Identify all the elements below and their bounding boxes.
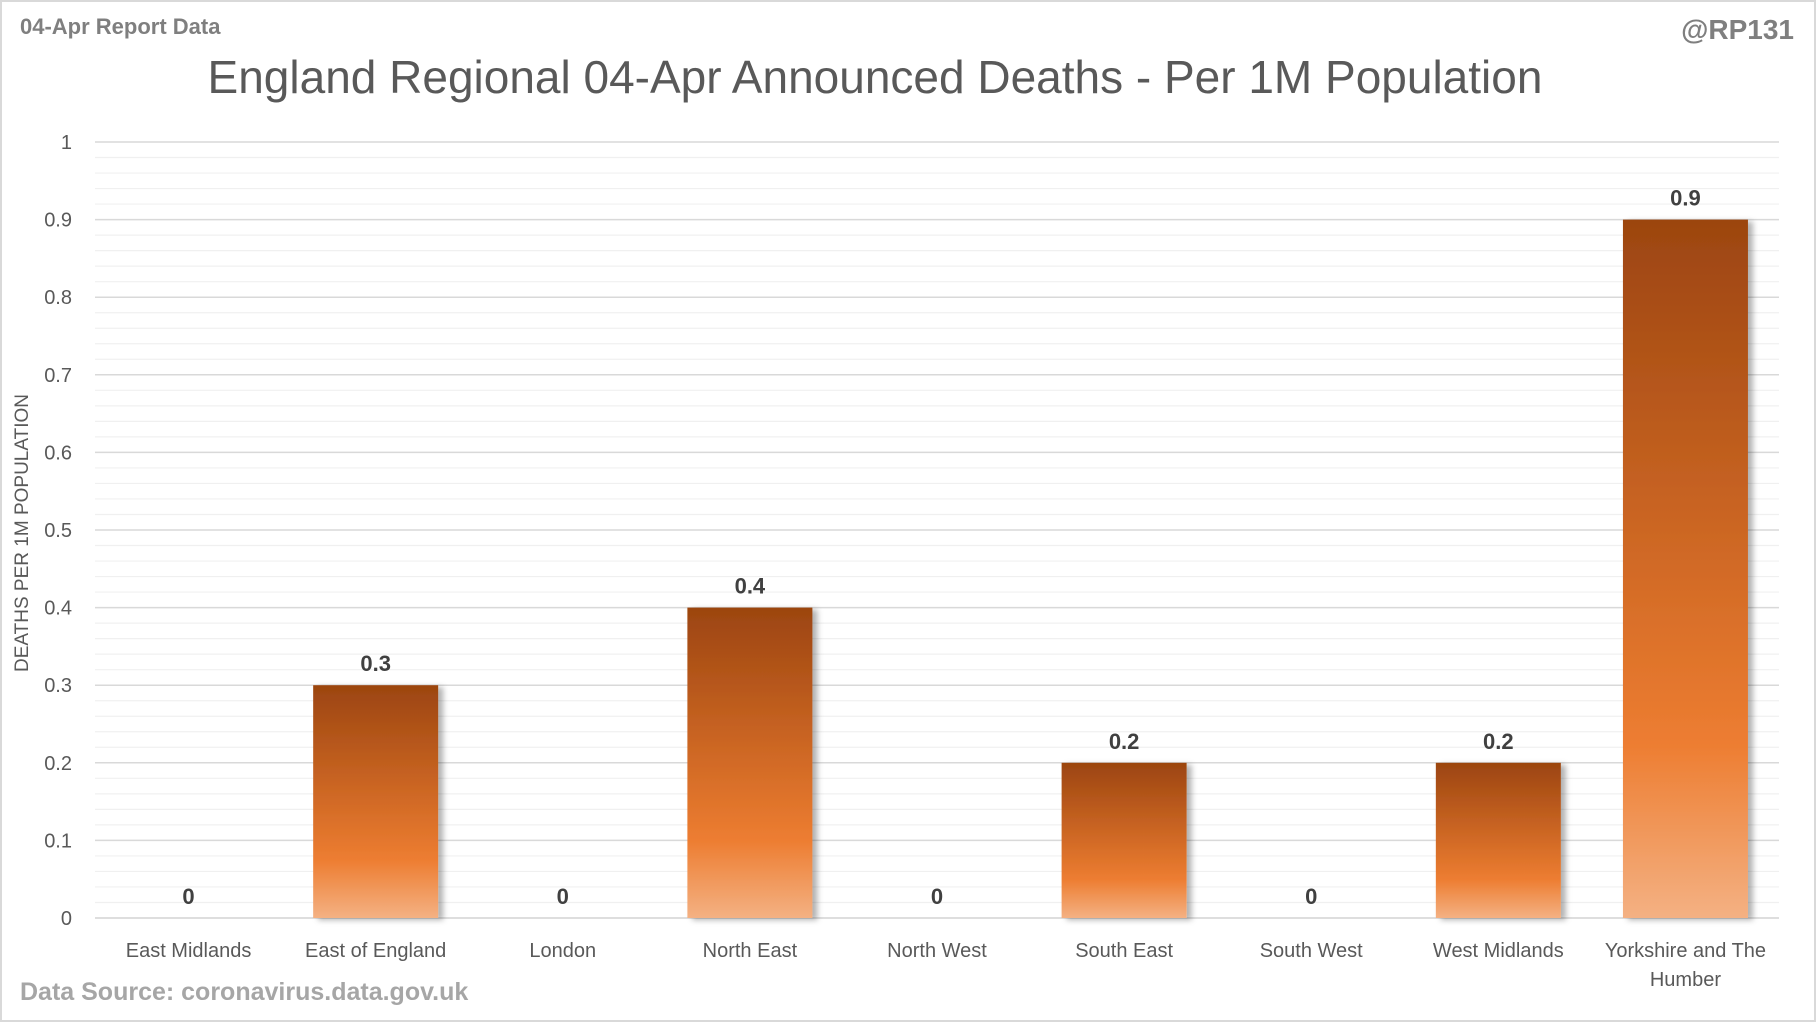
x-tick-label: South West [1260,940,1363,962]
bar [313,685,439,918]
y-tick-label: 0.4 [44,598,72,620]
x-tick-label: North East [703,940,798,962]
data-label: 0.3 [360,651,391,676]
data-label: 0 [1305,884,1317,909]
y-tick-label: 0.9 [44,210,72,232]
bar [687,607,813,918]
data-source: Data Source: coronavirus.data.gov.uk [20,978,469,1006]
x-tick-label: Yorkshire and The [1605,940,1766,962]
y-tick-label: 0.5 [44,520,72,542]
data-label: 0.2 [1109,729,1140,754]
y-tick-label: 0.3 [44,675,72,697]
data-label: 0.4 [735,574,766,599]
x-tick-label: Humber [1650,969,1721,991]
data-label: 0 [182,884,194,909]
data-label: 0 [557,884,569,909]
chart-title: England Regional 04-Apr Announced Deaths… [207,51,1543,103]
x-tick-label: West Midlands [1433,940,1564,962]
x-tick-label: East Midlands [126,940,252,962]
data-label: 0.9 [1670,186,1701,211]
x-tick-label: South East [1075,940,1173,962]
data-label: 0.2 [1483,729,1514,754]
report-label: 04-Apr Report Data [20,14,221,39]
y-axis-title: DEATHS PER 1M POPULATION [12,394,33,672]
x-tick-label: North West [887,940,987,962]
y-tick-label: 0 [61,908,72,930]
bar [1435,762,1561,918]
data-label: 0 [931,884,943,909]
bar [1061,762,1187,918]
y-tick-label: 0.2 [44,753,72,775]
y-tick-label: 1 [61,132,72,154]
y-tick-label: 0.6 [44,442,72,464]
x-tick-label: East of England [305,940,446,962]
y-tick-label: 0.1 [44,830,72,852]
y-tick-label: 0.7 [44,365,72,387]
author-handle: @RP131 [1681,14,1794,45]
x-tick-label: London [529,940,596,962]
bar [1622,219,1748,919]
y-tick-label: 0.8 [44,287,72,309]
